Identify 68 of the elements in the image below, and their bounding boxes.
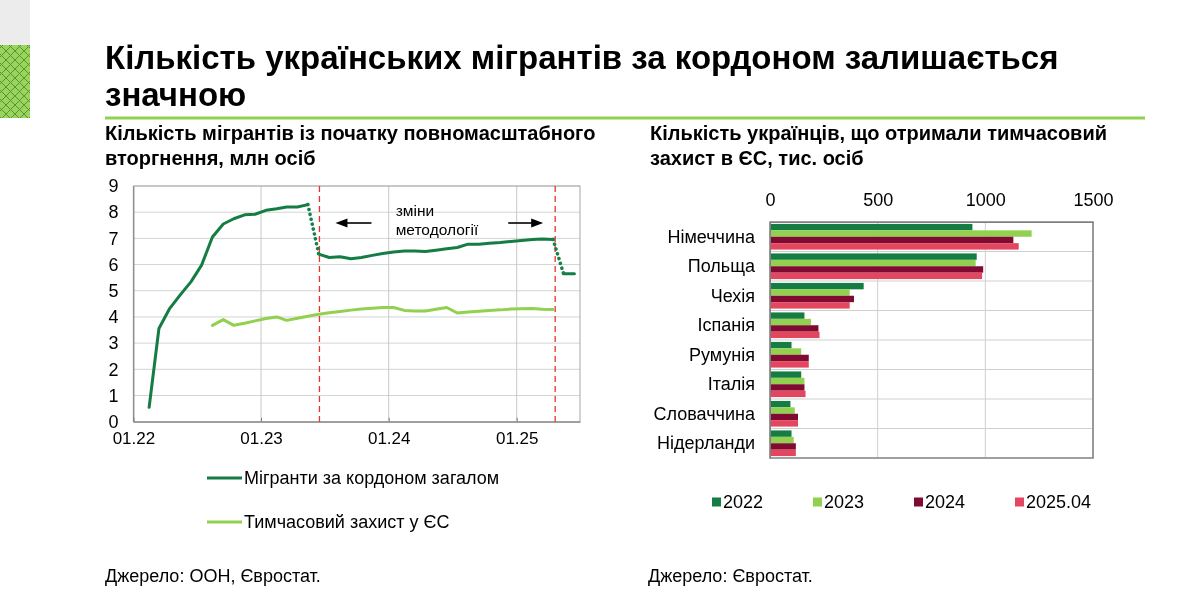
bar <box>770 384 805 391</box>
bar <box>770 390 806 398</box>
y-tick-label: 9 <box>108 176 119 197</box>
bar <box>770 312 805 319</box>
annotation: зміни методології <box>395 202 479 238</box>
legend-label: 2023 <box>824 492 865 513</box>
y-tick-label: 5 <box>108 281 119 302</box>
legend-label: Мігранти за кордоном загалом <box>244 468 500 489</box>
x-tick-label: 1000 <box>965 190 1006 210</box>
y-tick-label: Нідерланди <box>657 433 755 454</box>
bar <box>770 243 1019 250</box>
x-tick-label: 500 <box>863 190 894 210</box>
x-tick-label: 01.25 <box>495 428 539 448</box>
bar <box>770 295 854 303</box>
bar <box>770 413 798 421</box>
y-tick-label: 8 <box>108 202 119 223</box>
bar <box>770 354 809 362</box>
bar <box>770 420 798 427</box>
bar <box>770 443 796 450</box>
x-tick-label: 01.23 <box>240 428 283 448</box>
line-series <box>210 306 555 327</box>
bar <box>770 282 864 290</box>
bar <box>770 449 796 457</box>
y-tick-label: Іспанія <box>697 315 755 336</box>
bar <box>770 377 805 385</box>
y-tick-label: 3 <box>108 333 119 354</box>
chart-title: Кількість українських мігрантів за кордоном залишається значною <box>105 39 1059 113</box>
legend-label: Тимчасовий захист у ЄС <box>244 512 450 533</box>
bar <box>770 223 973 231</box>
bar <box>770 289 850 296</box>
y-tick-label: 4 <box>108 307 119 328</box>
x-tick-label: 1500 <box>1073 190 1114 210</box>
bar <box>770 236 1014 244</box>
x-tick-label: 01.24 <box>367 428 411 448</box>
text: Джерело: ООН, Євростат. <box>105 566 321 586</box>
y-tick-label: Чехія <box>710 285 755 306</box>
y-tick-label: 7 <box>108 228 119 249</box>
bar <box>770 302 850 309</box>
bar <box>770 272 983 280</box>
y-tick-label: 1 <box>108 385 119 406</box>
bar <box>770 371 802 378</box>
y-tick-label: Італія <box>707 374 755 395</box>
y-tick-label: Німеччина <box>667 226 756 247</box>
y-tick-label: 2 <box>108 359 119 380</box>
bar <box>770 253 977 260</box>
bar <box>770 259 976 267</box>
bar <box>770 430 792 437</box>
legend-label: 2022 <box>723 492 764 513</box>
bar <box>770 325 819 332</box>
bar <box>770 266 984 273</box>
bar <box>770 407 795 414</box>
bar <box>770 361 809 368</box>
y-tick-label: Румунія <box>688 344 755 365</box>
y-tick-label: Словаччина <box>653 403 756 424</box>
y-tick-label: Польща <box>687 256 756 277</box>
chart-title: Кількість українців, що отримали тимчасовий захист в ЄС, тис. осіб <box>650 122 1108 169</box>
y-tick-label: 6 <box>108 254 119 275</box>
bar <box>770 341 792 349</box>
bar <box>770 331 820 339</box>
text: Джерело: Євростат. <box>648 566 813 586</box>
bar <box>770 348 802 355</box>
bar <box>770 230 1032 237</box>
x-tick-label: 0 <box>765 190 776 210</box>
legend-label: 2025.04 <box>1026 492 1092 513</box>
bar <box>770 436 794 444</box>
bar <box>770 318 811 326</box>
legend-label: 2024 <box>925 492 966 513</box>
chart-subtitle: Кількість мігрантів із початку повномасштабного вторгнення, млн осіб <box>105 122 596 169</box>
